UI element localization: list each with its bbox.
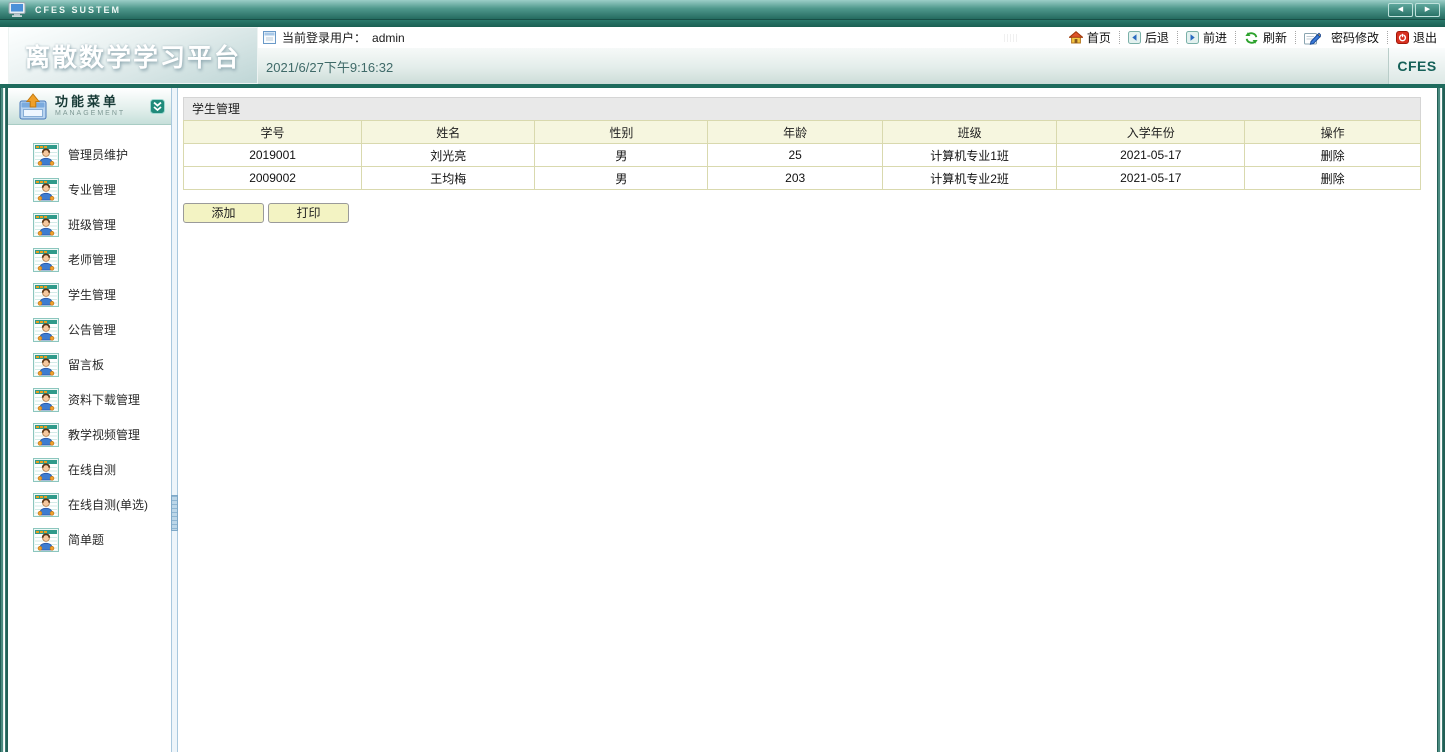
delete-link[interactable]: 删除 <box>1320 171 1345 186</box>
sidebar-item-download-mgmt[interactable]: 资料下载管理 <box>8 382 171 417</box>
sidebar-item-online-test-single[interactable]: 在线自测(单选) <box>8 487 171 522</box>
scroll-left-button[interactable]: ◀ <box>1388 3 1413 17</box>
person-window-icon <box>33 248 59 272</box>
brand-panel: CFES <box>1388 48 1445 84</box>
sidebar-item-class-mgmt[interactable]: 班级管理 <box>8 207 171 242</box>
monitor-icon <box>8 1 28 18</box>
nav-separator <box>1294 31 1296 44</box>
nav-edit[interactable] <box>1303 31 1321 45</box>
scroll-right-button[interactable]: ▶ <box>1415 3 1440 17</box>
sidebar-header: 功能菜单 MANAGEMENT <box>8 88 171 125</box>
person-window-icon <box>33 423 59 447</box>
person-window-icon <box>33 493 59 517</box>
sidebar-item-admin-maintain[interactable]: 管理员维护 <box>8 137 171 172</box>
app-title: CFES SUSTEM <box>35 4 122 15</box>
sidebar-menu: 管理员维护 专业管理 班级管理 老师管理 学生管理 公告管理 留言板 资料下载 <box>8 125 171 557</box>
site-title: 离散数学学习平台 <box>24 43 241 72</box>
arrow-left-icon <box>1127 31 1141 44</box>
nav-home[interactable]: 首页 <box>1068 29 1111 46</box>
power-icon <box>1395 31 1409 44</box>
sidebar-item-message-board[interactable]: 留言板 <box>8 347 171 382</box>
header-datetime-row: 2021/6/27下午9:16:32 CFES <box>258 48 1445 84</box>
col-student-id: 学号 <box>182 120 363 144</box>
brand-text: CFES <box>1397 58 1437 74</box>
house-icon <box>1068 31 1083 44</box>
col-action: 操作 <box>1244 120 1421 144</box>
sidebar-item-major-mgmt[interactable]: 专业管理 <box>8 172 171 207</box>
header: 当前登录用户： admin 首页 <box>0 20 1445 88</box>
refresh-icon <box>1244 31 1259 45</box>
nav-back[interactable]: 后退 <box>1127 29 1169 46</box>
pencil-icon <box>1303 31 1321 45</box>
table-header-row: 学号 姓名 性别 年龄 班级 入学年份 操作 <box>182 120 1421 144</box>
nav-separator <box>1176 31 1178 44</box>
right-edge-stripe <box>1437 88 1445 752</box>
main-content: 学生管理 学号 姓名 性别 年龄 班级 入学年份 操作 2019001 刘光亮 … <box>178 88 1437 752</box>
person-window-icon <box>33 213 59 237</box>
nav-separator <box>1234 31 1236 44</box>
current-username: admin <box>372 30 405 45</box>
nav-forward[interactable]: 前进 <box>1185 29 1227 46</box>
nav-separator <box>1386 31 1388 44</box>
person-window-icon <box>33 458 59 482</box>
button-row: 添加 打印 <box>183 203 1421 223</box>
sidebar-item-simple-question[interactable]: 简单题 <box>8 522 171 557</box>
top-navbar: 首页 后退 前进 <box>1068 29 1437 46</box>
person-window-icon <box>33 528 59 552</box>
header-user-row: 当前登录用户： admin 首页 <box>258 27 1445 48</box>
window-titlebar: CFES SUSTEM ◀ ▶ <box>0 0 1445 20</box>
splitter-grip[interactable] <box>171 495 178 531</box>
person-window-icon <box>33 318 59 342</box>
table-row: 2019001 刘光亮 男 25 计算机专业1班 2021-05-17 删除 <box>182 143 1421 167</box>
sidebar-item-notice-mgmt[interactable]: 公告管理 <box>8 312 171 347</box>
col-name: 姓名 <box>361 120 536 144</box>
print-button[interactable]: 打印 <box>268 203 349 223</box>
sidebar-item-teacher-mgmt[interactable]: 老师管理 <box>8 242 171 277</box>
current-user-info: 当前登录用户： admin <box>263 29 405 46</box>
toolbar-grip <box>1003 33 1017 42</box>
person-window-icon <box>33 388 59 412</box>
header-top-strip <box>0 20 1445 27</box>
nav-password-change[interactable]: 密码修改 <box>1330 31 1379 45</box>
col-enroll-year: 入学年份 <box>1056 120 1246 144</box>
collapse-menu-button[interactable] <box>150 98 165 114</box>
delete-link[interactable]: 删除 <box>1320 148 1345 163</box>
student-table: 学号 姓名 性别 年龄 班级 入学年份 操作 2019001 刘光亮 男 25 … <box>182 120 1421 190</box>
table-row: 2009002 王均梅 男 203 计算机专业2班 2021-05-17 删除 <box>182 166 1421 190</box>
header-bottom-strip <box>0 84 1445 88</box>
sidebar-splitter[interactable] <box>171 88 178 752</box>
col-age: 年龄 <box>707 120 883 144</box>
person-window-icon <box>33 283 59 307</box>
window-icon <box>263 31 276 44</box>
panel-title: 学生管理 <box>183 97 1421 120</box>
datetime-text: 2021/6/27下午9:16:32 <box>266 59 394 75</box>
person-window-icon <box>33 178 59 202</box>
sidebar-subtitle: MANAGEMENT <box>55 109 126 117</box>
sidebar: 功能菜单 MANAGEMENT 管理员维护 专业管理 班级管理 老师管理 <box>8 88 171 752</box>
sidebar-item-video-mgmt[interactable]: 教学视频管理 <box>8 417 171 452</box>
col-class: 班级 <box>881 120 1058 144</box>
person-window-icon <box>33 353 59 377</box>
col-gender: 性别 <box>534 120 709 144</box>
nav-refresh[interactable]: 刷新 <box>1244 29 1287 46</box>
person-window-icon <box>33 143 59 167</box>
sidebar-title: 功能菜单 <box>55 93 120 109</box>
add-button[interactable]: 添加 <box>183 203 264 223</box>
sidebar-item-student-mgmt[interactable]: 学生管理 <box>8 277 171 312</box>
current-user-label: 当前登录用户： <box>282 31 367 45</box>
left-edge-stripe <box>0 88 8 752</box>
nav-separator <box>1118 31 1120 44</box>
arrow-right-icon <box>1185 31 1199 44</box>
sidebar-item-online-test[interactable]: 在线自测 <box>8 452 171 487</box>
logo-block: 离散数学学习平台 <box>8 27 258 84</box>
nav-logout[interactable]: 退出 <box>1395 29 1437 46</box>
window-up-arrow-icon <box>19 92 47 120</box>
